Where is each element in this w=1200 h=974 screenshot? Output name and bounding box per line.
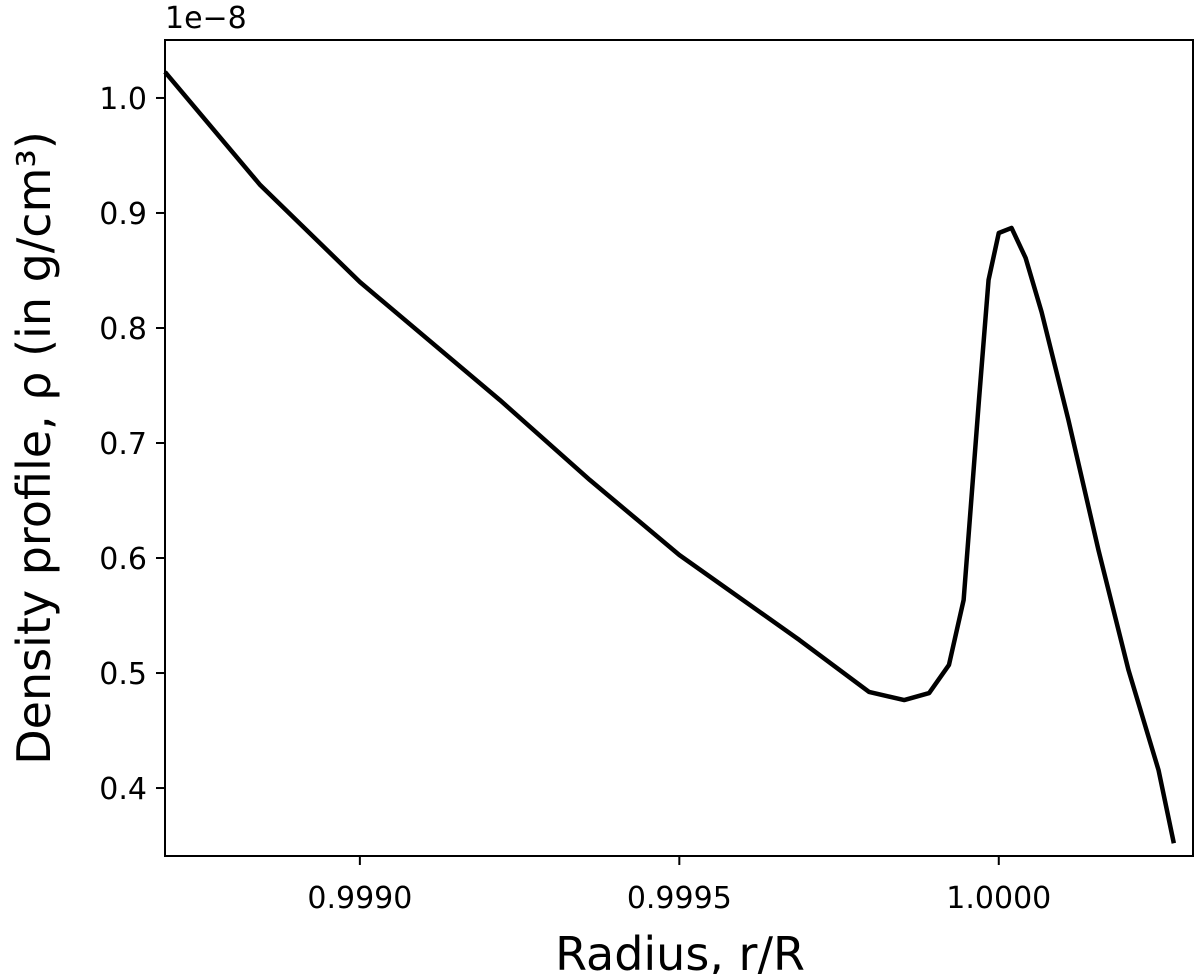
x-axis-label: Radius, r/R bbox=[555, 927, 805, 974]
y-axis-label: Density profile, ρ (in g/cm³) bbox=[7, 131, 61, 765]
x-tick-label: 1.0000 bbox=[946, 881, 1051, 916]
x-tick-label: 0.9990 bbox=[307, 881, 412, 916]
x-tick-label: 0.9995 bbox=[627, 881, 732, 916]
y-tick-label: 0.7 bbox=[99, 427, 147, 462]
y-tick-label: 0.4 bbox=[99, 772, 147, 807]
y-tick-label: 0.9 bbox=[99, 197, 147, 232]
y-tick-label: 1.0 bbox=[99, 82, 147, 117]
plot-frame bbox=[164, 39, 1194, 857]
y-tick-label: 0.8 bbox=[99, 312, 147, 347]
data-line bbox=[163, 70, 1177, 844]
y-tick-label: 0.5 bbox=[99, 657, 147, 692]
y-tick-label: 0.6 bbox=[99, 542, 147, 577]
offset-text: 1e−8 bbox=[165, 1, 247, 36]
